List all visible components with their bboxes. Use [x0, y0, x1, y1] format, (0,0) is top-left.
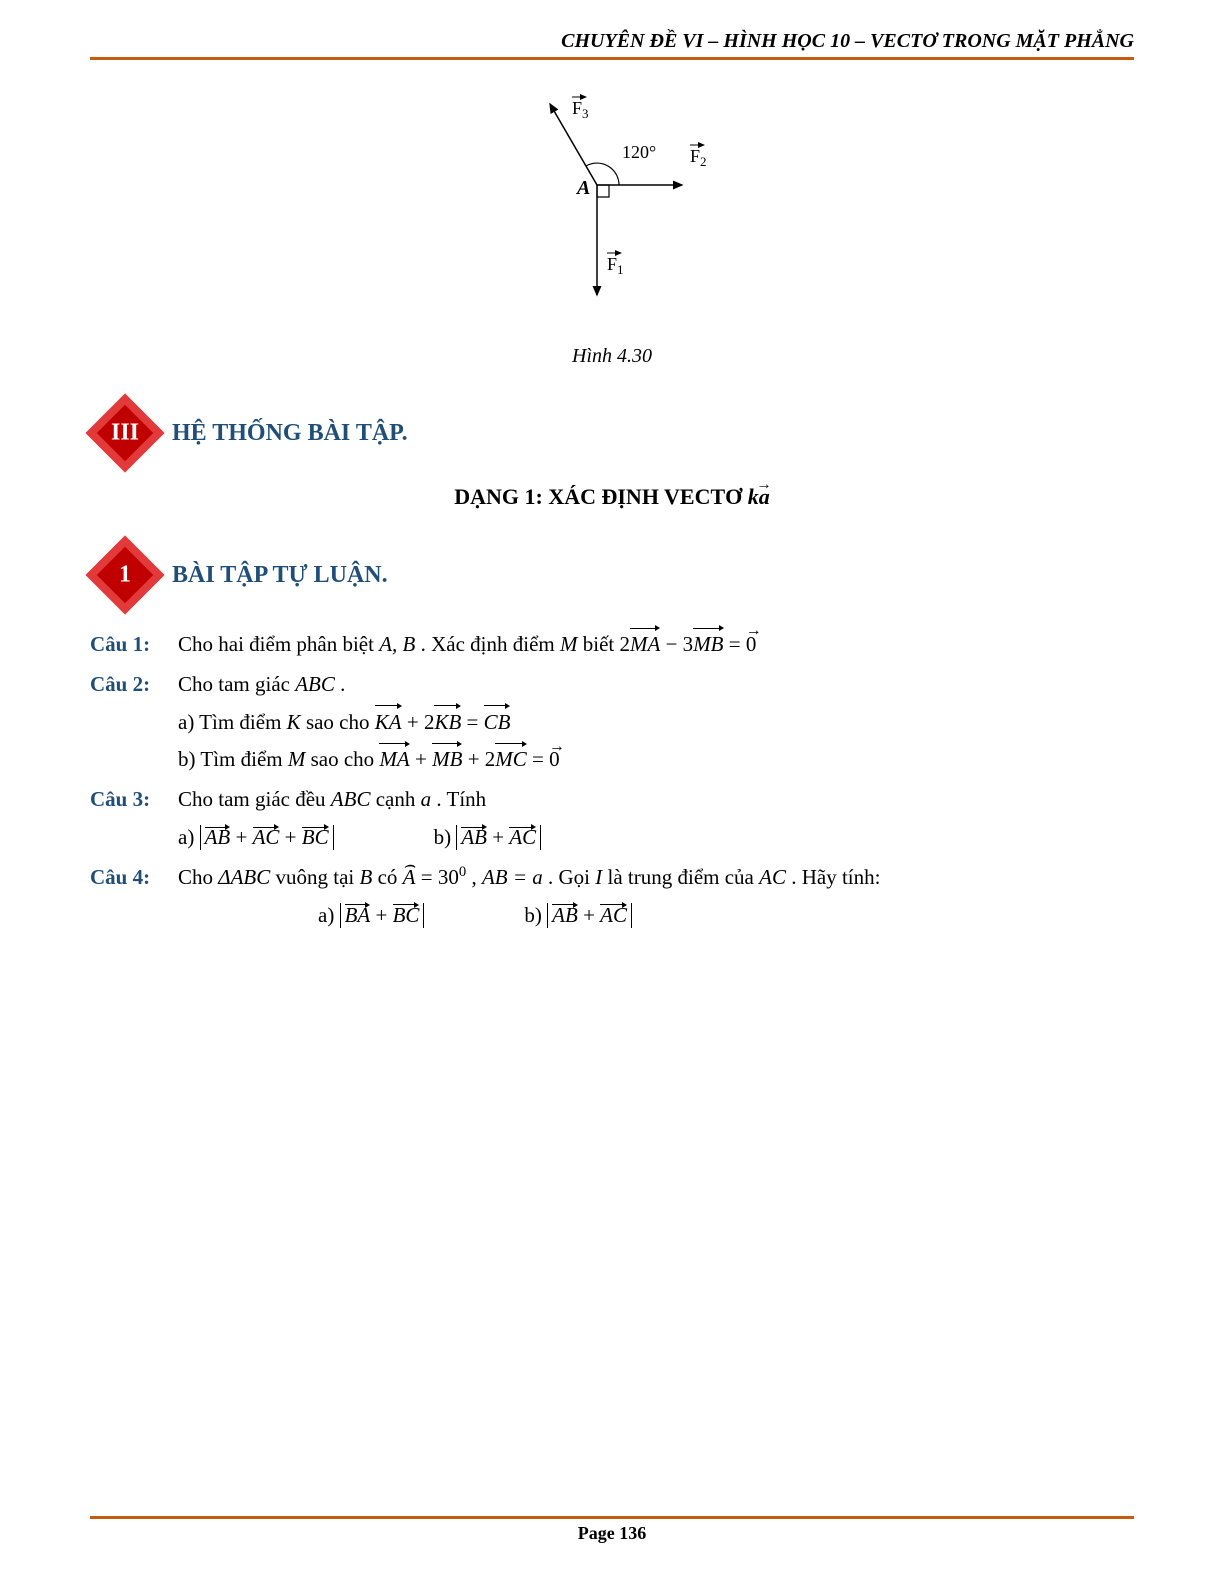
- diamond-badge-3: III: [90, 398, 160, 468]
- q1-num: Câu 1:: [90, 626, 160, 664]
- q4-b: b) AB + AC: [524, 897, 632, 935]
- questions-block: Câu 1: Cho hai điểm phân biệt A, B . Xác…: [90, 626, 1134, 934]
- q3-options: a) AB + AC + BC b) AB + AC: [178, 819, 1134, 857]
- diamond-label: 1: [119, 562, 131, 589]
- q3-body: Cho tam giác đều ABC cạnh a . Tính a) AB…: [178, 781, 1134, 857]
- figure-caption: Hình 4.30: [90, 345, 1134, 368]
- question-1: Câu 1: Cho hai điểm phân biệt A, B . Xác…: [90, 626, 1134, 664]
- question-2: Câu 2: Cho tam giác ABC . a) Tìm điểm K …: [90, 666, 1134, 779]
- header-title: CHUYÊN ĐỀ VI – HÌNH HỌC 10 – VECTƠ TRONG…: [561, 30, 1134, 52]
- section-1-row: 1 BÀI TẬP TỰ LUẬN.: [90, 540, 1134, 610]
- dang-1-title: DẠNG 1: XÁC ĐỊNH VECTƠ ka: [90, 484, 1134, 510]
- q2-a: a) Tìm điểm K sao cho KA + 2KB = CB: [178, 704, 1134, 742]
- svg-text:F: F: [572, 98, 582, 118]
- q4-num: Câu 4:: [90, 859, 160, 935]
- section-3-title: HỆ THỐNG BÀI TẬP.: [172, 420, 408, 447]
- q4-a: a) BA + BC: [318, 897, 424, 935]
- dang-prefix: DẠNG 1: XÁC ĐỊNH VECTƠ: [454, 484, 748, 509]
- question-3: Câu 3: Cho tam giác đều ABC cạnh a . Tín…: [90, 781, 1134, 857]
- dang-var: ka: [748, 484, 770, 510]
- q3-num: Câu 3:: [90, 781, 160, 857]
- page-footer: Page 136: [90, 1516, 1134, 1544]
- svg-text:3: 3: [582, 106, 589, 121]
- section-3-row: III HỆ THỐNG BÀI TẬP.: [90, 398, 1134, 468]
- q4-body: Cho ΔABC vuông tại B có A = 300 , AB = a…: [178, 859, 1134, 935]
- svg-text:F: F: [690, 146, 700, 166]
- figure-430: A 120° F 3 F 2 F 1 Hình 4.30: [90, 90, 1134, 368]
- diamond-badge-1: 1: [90, 540, 160, 610]
- section-1-title: BÀI TẬP TỰ LUẬN.: [172, 562, 388, 589]
- svg-text:2: 2: [700, 154, 707, 169]
- page-number: Page 136: [578, 1523, 646, 1543]
- question-4: Câu 4: Cho ΔABC vuông tại B có A = 300 ,…: [90, 859, 1134, 935]
- diamond-label: III: [111, 420, 139, 447]
- q2-b: b) Tìm điểm M sao cho MA + MB + 2MC = 0: [178, 741, 1134, 779]
- svg-text:A: A: [575, 177, 590, 199]
- svg-text:120°: 120°: [622, 142, 656, 162]
- q2-num: Câu 2:: [90, 666, 160, 779]
- q3-a: a) AB + AC + BC: [178, 819, 334, 857]
- page-header: CHUYÊN ĐỀ VI – HÌNH HỌC 10 – VECTƠ TRONG…: [90, 30, 1134, 60]
- svg-text:F: F: [607, 254, 617, 274]
- q3-b: b) AB + AC: [434, 819, 542, 857]
- vector-diagram: A 120° F 3 F 2 F 1: [502, 90, 722, 320]
- q2-body: Cho tam giác ABC . a) Tìm điểm K sao cho…: [178, 666, 1134, 779]
- q1-body: Cho hai điểm phân biệt A, B . Xác định đ…: [178, 626, 1134, 664]
- svg-text:1: 1: [617, 262, 624, 277]
- q4-options: a) BA + BC b) AB + AC: [178, 897, 1134, 935]
